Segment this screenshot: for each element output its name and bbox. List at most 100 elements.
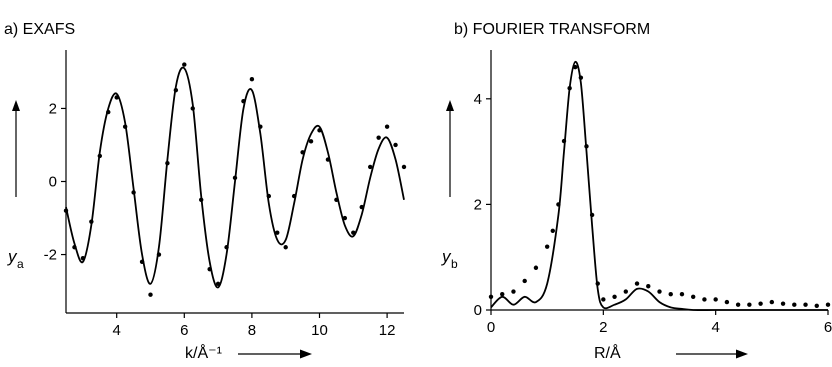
panel-a: a) EXAFS y a -2 0 2 4 6 8 10 12 k/Å⁻¹ [4,21,407,362]
data-point [368,164,373,170]
x-tick-label: 12 [379,322,396,339]
data-point [232,175,238,181]
panel-a-yarrow [12,100,20,197]
data-point [612,294,617,299]
data-point [724,299,730,305]
data-point [573,64,578,70]
data-point [691,294,696,299]
data-point [825,302,831,307]
data-point [139,259,145,265]
x-tick-label: 2 [599,319,607,336]
panel-a-title: a) EXAFS [4,21,75,38]
data-point [80,256,86,261]
data-point [63,208,69,213]
data-point [131,190,136,195]
data-point [668,291,673,297]
data-point [679,291,685,297]
data-point [376,135,381,140]
data-point [702,297,707,302]
data-point [258,124,263,129]
y-tick-label: 4 [474,91,482,108]
panel-b-xlabel: R/Å [594,343,748,362]
data-point [550,228,555,233]
data-point [325,157,331,162]
data-point [97,153,103,159]
data-point [780,301,786,306]
data-point [561,138,567,144]
data-point [803,302,808,307]
data-point [241,98,246,104]
x-tick-label: 10 [311,322,328,339]
data-point [317,128,322,133]
data-point [657,289,662,294]
panel-b-ylabel: y b [441,247,458,271]
data-point [300,150,305,155]
data-point [249,77,255,82]
y-tick-label: -2 [44,247,57,264]
data-point [207,266,212,272]
data-point [72,245,77,250]
data-point [393,142,398,148]
data-point [623,289,628,294]
data-point [584,144,589,149]
panel-b-yarrow [446,100,454,197]
data-point [283,245,288,250]
data-point [165,161,170,166]
data-point [334,197,339,202]
data-point [511,289,516,294]
data-point [224,245,229,250]
data-point [122,124,128,129]
data-point [199,197,204,202]
panel-a-xlabel-text: k/Å⁻¹ [185,343,222,362]
data-point [601,297,606,302]
data-point [567,86,572,91]
data-point [758,301,763,306]
data-point [342,215,348,221]
data-point [769,299,775,305]
data-point [156,252,162,257]
x-tick-label: 6 [180,322,188,339]
data-point [533,265,539,270]
panel-b-title: b) FOURIER TRANSFORM [454,21,650,38]
data-point [713,297,718,302]
data-point [792,302,797,307]
x-tick-label: 0 [487,319,495,336]
data-point [215,281,221,286]
panel-a-plot: -2 0 2 4 6 8 10 12 [44,50,407,339]
data-point [500,291,505,297]
data-point [308,139,314,144]
data-point [182,62,187,67]
data-point [544,244,550,249]
data-point [359,204,364,210]
data-point [291,193,297,199]
data-point [595,281,600,286]
data-point [266,193,271,199]
data-point [89,219,94,224]
data-point [401,164,407,170]
y-tick-label: 2 [49,100,57,117]
data-point [114,95,119,100]
y-tick-label: 2 [474,196,482,213]
x-tick-label: 8 [248,322,256,339]
data-point [173,87,179,93]
data-point [522,278,527,284]
data-point [556,202,561,207]
series-line [65,66,405,289]
panel-a-ylabel: y a [7,247,24,271]
panel-b-plot: 0 2 4 0 2 4 6 [474,50,832,336]
panel-b-ylabel-main: y [441,247,452,266]
data-point [747,302,752,307]
y-tick-label: 0 [474,302,482,319]
x-tick-label: 6 [824,319,832,336]
data-point [578,75,584,80]
data-point [190,106,195,111]
panel-a-xlabel: k/Å⁻¹ [185,343,312,362]
data-point [351,230,356,235]
x-tick-label: 4 [711,319,719,336]
panel-b-ylabel-sub: b [451,257,458,271]
data-point [814,303,819,308]
data-point [589,212,595,218]
series-line [490,60,828,311]
panel-b-xlabel-text: R/Å [594,343,621,362]
